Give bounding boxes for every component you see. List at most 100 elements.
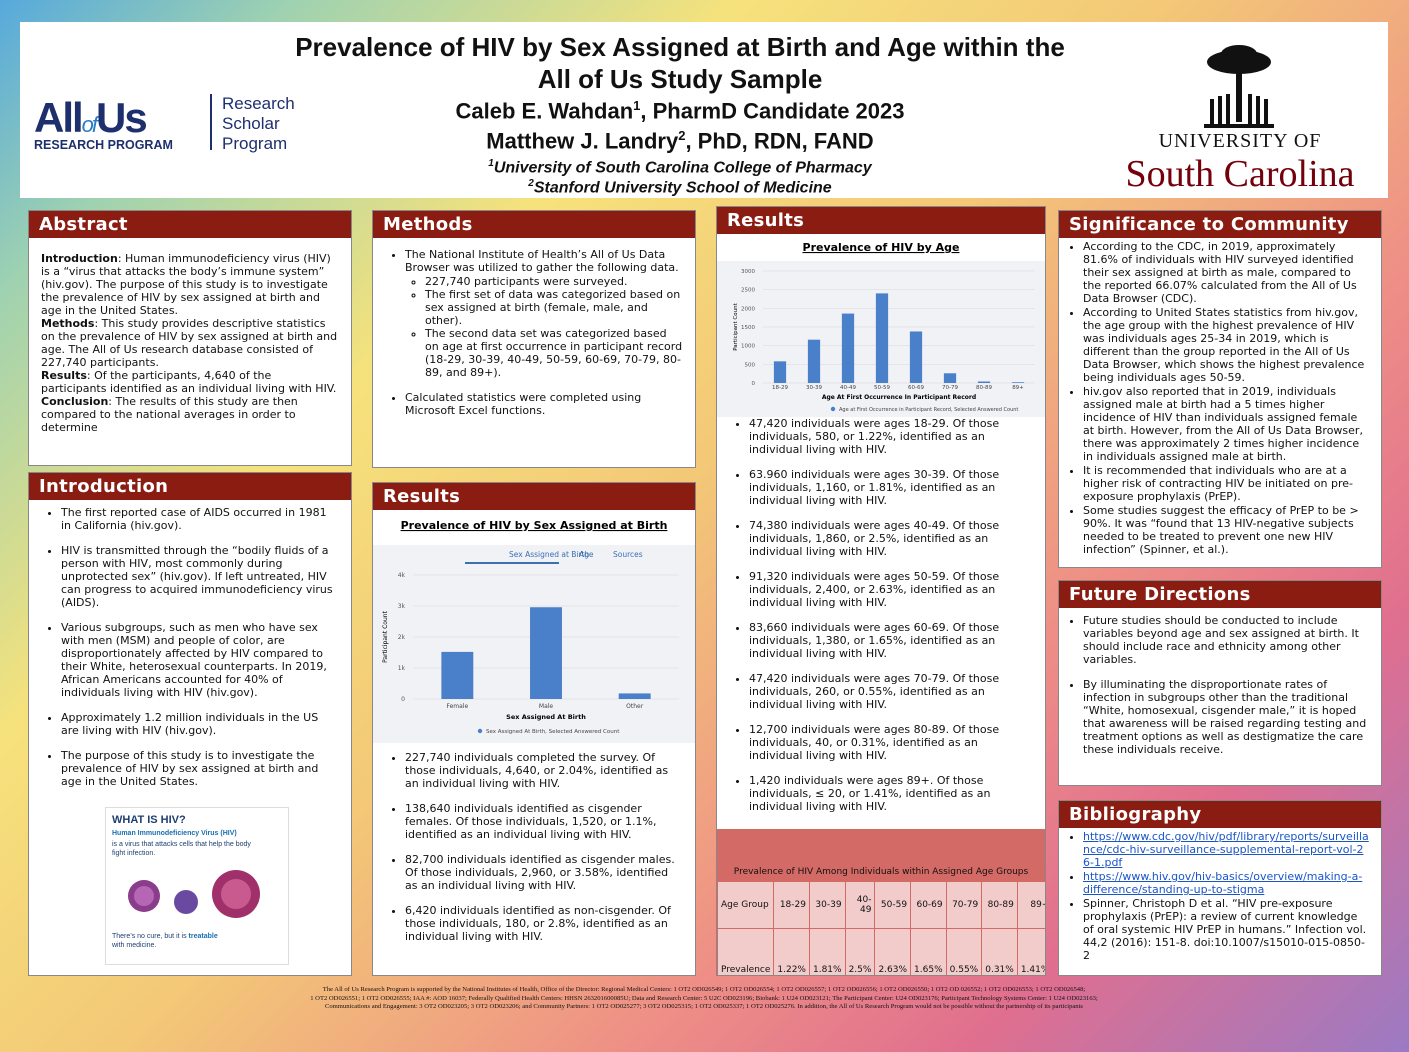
bullet-item: 74,380 individuals were ages 40-49. Of t… — [749, 519, 1033, 558]
y-tick-label: 1500 — [741, 325, 755, 331]
y-axis-label: Participant Count — [733, 302, 739, 350]
y-tick-label: 4k — [398, 572, 406, 579]
x-axis-label: Sex Assigned At Birth — [506, 713, 586, 721]
prevalence-table: Age Group 18-29 30-39 40-49 50-59 60-69 70-79 8… — [717, 881, 1045, 975]
superscript: 1 — [633, 98, 641, 113]
bullet-list: 47,420 individuals were ages 18-29. Of t… — [729, 417, 1033, 813]
bullet-list: Future studies should be conducted to in… — [1063, 614, 1369, 756]
bullet-item: The National Institute of Health’s All o… — [405, 248, 683, 379]
abstract-section: Abstract Introduction: Human immunodefic… — [28, 210, 352, 466]
table-cell: 40-49 — [844, 881, 876, 929]
author-role: , PhD, RDN, FAND — [685, 128, 874, 154]
bullet-list: https://www.cdc.gov/hiv/pdf/library/repo… — [1063, 830, 1369, 962]
abstract-paragraph: Introduction: Human immunodeficiency vir… — [41, 252, 339, 317]
bar — [1011, 382, 1025, 383]
section-heading: Abstract — [29, 211, 351, 238]
bullet-item: Some studies suggest the efficacy of PrE… — [1083, 504, 1369, 556]
table-cell: 1.81% — [808, 928, 846, 975]
table-cell: 0.31% — [981, 928, 1018, 975]
bar — [773, 361, 787, 383]
logo-all: All — [34, 94, 84, 141]
footer-line: The All of Us Research Program is suppor… — [322, 986, 1086, 993]
table-cell: 2.63% — [874, 928, 912, 975]
bullet-item: 82,700 individuals identified as cisgend… — [405, 853, 683, 892]
all-of-us-logo: AllofUs RESEARCH PROGRAM Research Scholar… — [34, 94, 334, 154]
logo-scholar-line: Research — [222, 94, 295, 113]
table-cell: Prevalence — [717, 928, 775, 975]
bullet-item: 12,700 individuals were ages 80-89. Of t… — [749, 723, 1033, 762]
bar — [977, 381, 991, 383]
bullet-item: 1,420 individuals were ages 89+. Of thos… — [749, 774, 1033, 813]
x-tick-label: 80-89 — [976, 385, 992, 391]
logo-of: of — [81, 112, 98, 137]
y-tick-label: 2000 — [741, 306, 755, 312]
bullet-item: 138,640 individuals identified as cisgen… — [405, 802, 683, 841]
bar — [841, 313, 855, 383]
table-cell: 80-89 — [981, 881, 1018, 929]
y-tick-label: 0 — [401, 696, 405, 703]
bullet-item: 91,320 individuals were ages 50-59. Of t… — [749, 570, 1033, 609]
abstract-paragraph: Methods: This study provides descriptive… — [41, 317, 339, 369]
chart-tab: Age — [579, 550, 594, 559]
paragraph-label: Results — [41, 369, 87, 382]
significance-section: Significance to Community According to t… — [1058, 210, 1382, 568]
table-row: Age Group 18-29 30-39 40-49 50-59 60-69 70-79 8… — [717, 881, 1045, 929]
abstract-paragraph: Conclusion: The results of this study ar… — [41, 395, 339, 434]
bullet-item: Approximately 1.2 million individuals in… — [61, 711, 339, 737]
affiliation: 1University of South Carolina College of… — [20, 158, 1340, 177]
header: Prevalence of HIV by Sex Assigned at Bir… — [20, 22, 1388, 198]
y-tick-label: 0 — [752, 381, 756, 387]
prevalence-table-panel: Prevalence of HIV Among Individuals with… — [717, 829, 1045, 975]
logo-scholar: Research Scholar Program — [222, 94, 295, 154]
logo-program: RESEARCH PROGRAM — [34, 138, 173, 152]
author-name: Matthew J. Landry — [486, 128, 679, 154]
future-body: Future studies should be conducted to in… — [1059, 608, 1381, 774]
results-sex-body: 227,740 individuals completed the survey… — [373, 745, 695, 961]
bullet-list: The first reported case of AIDS occurred… — [41, 506, 339, 788]
logo-scholar-line: Scholar — [222, 114, 280, 133]
chart: Prevalence of HIV by Sex Assigned at Bir… — [373, 519, 695, 743]
bullet-list: The National Institute of Health’s All o… — [385, 248, 683, 417]
y-tick-label: 500 — [745, 362, 756, 368]
x-tick-label: 60-69 — [908, 385, 924, 391]
legend-swatch — [477, 728, 483, 734]
affiliation: 2Stanford University School of Medicine — [20, 178, 1340, 197]
affiliation-text: University of South Carolina College of … — [493, 159, 872, 177]
title: Prevalence of HIV by Sex Assigned at Bir… — [295, 32, 1065, 62]
affiliation-text: Stanford University School of Medicine — [533, 179, 832, 197]
infographic-footer: There’s no cure, but it is treatable wit… — [112, 932, 232, 950]
future-section: Future Directions Future studies should … — [1058, 580, 1382, 786]
methods-section: Methods The National Institute of Health… — [372, 210, 696, 468]
superscript: 2 — [678, 128, 686, 143]
bullet-item: hiv.gov also reported that in 2019, indi… — [1083, 385, 1369, 463]
virus-illustration — [128, 870, 260, 918]
bullet-item: Future studies should be conducted to in… — [1083, 614, 1369, 666]
paragraph-text: : The results of this study are then com… — [41, 395, 298, 434]
superscript: 1 — [488, 158, 494, 169]
bullet-item: 6,420 individuals identified as non-cisg… — [405, 904, 683, 943]
author-role: , PharmD Candidate 2023 — [640, 98, 905, 124]
reference-link[interactable]: https://www.cdc.gov/hiv/pdf/library/repo… — [1083, 830, 1369, 869]
bullet-item: 83,660 individuals were ages 60-69. Of t… — [749, 621, 1033, 660]
table-cell: 1.41% — [1016, 928, 1045, 975]
x-tick-label: 70-79 — [942, 385, 958, 391]
y-tick-label: 1000 — [741, 344, 755, 350]
bullet-item: By illuminating the disproportionate rat… — [1083, 678, 1369, 756]
section-heading: Results — [373, 483, 695, 510]
y-tick-label: 2k — [398, 634, 406, 641]
section-heading: Future Directions — [1059, 581, 1381, 608]
x-axis-label: Age At First Occurrence In Participant R… — [822, 394, 976, 401]
title: All of Us Study Sample — [537, 64, 823, 94]
x-tick-label: Other — [626, 703, 644, 710]
y-axis-label: Participant Count — [382, 610, 389, 662]
bullet-text: Calculated statistics were completed usi… — [405, 391, 642, 417]
bar — [530, 607, 562, 699]
author: Matthew J. Landry2, PhD, RDN, FAND — [20, 128, 1340, 154]
bullet-item: 47,420 individuals were ages 70-79. Of t… — [749, 672, 1033, 711]
reference-link[interactable]: https://www.hiv.gov/hiv-basics/overview/… — [1083, 870, 1363, 896]
results-age-body: 47,420 individuals were ages 18-29. Of t… — [717, 413, 1045, 831]
bibliography-body: https://www.cdc.gov/hiv/pdf/library/repo… — [1059, 828, 1381, 969]
bullet-item: The first reported case of AIDS occurred… — [61, 506, 339, 532]
bullet-item: https://www.cdc.gov/hiv/pdf/library/repo… — [1083, 830, 1369, 869]
